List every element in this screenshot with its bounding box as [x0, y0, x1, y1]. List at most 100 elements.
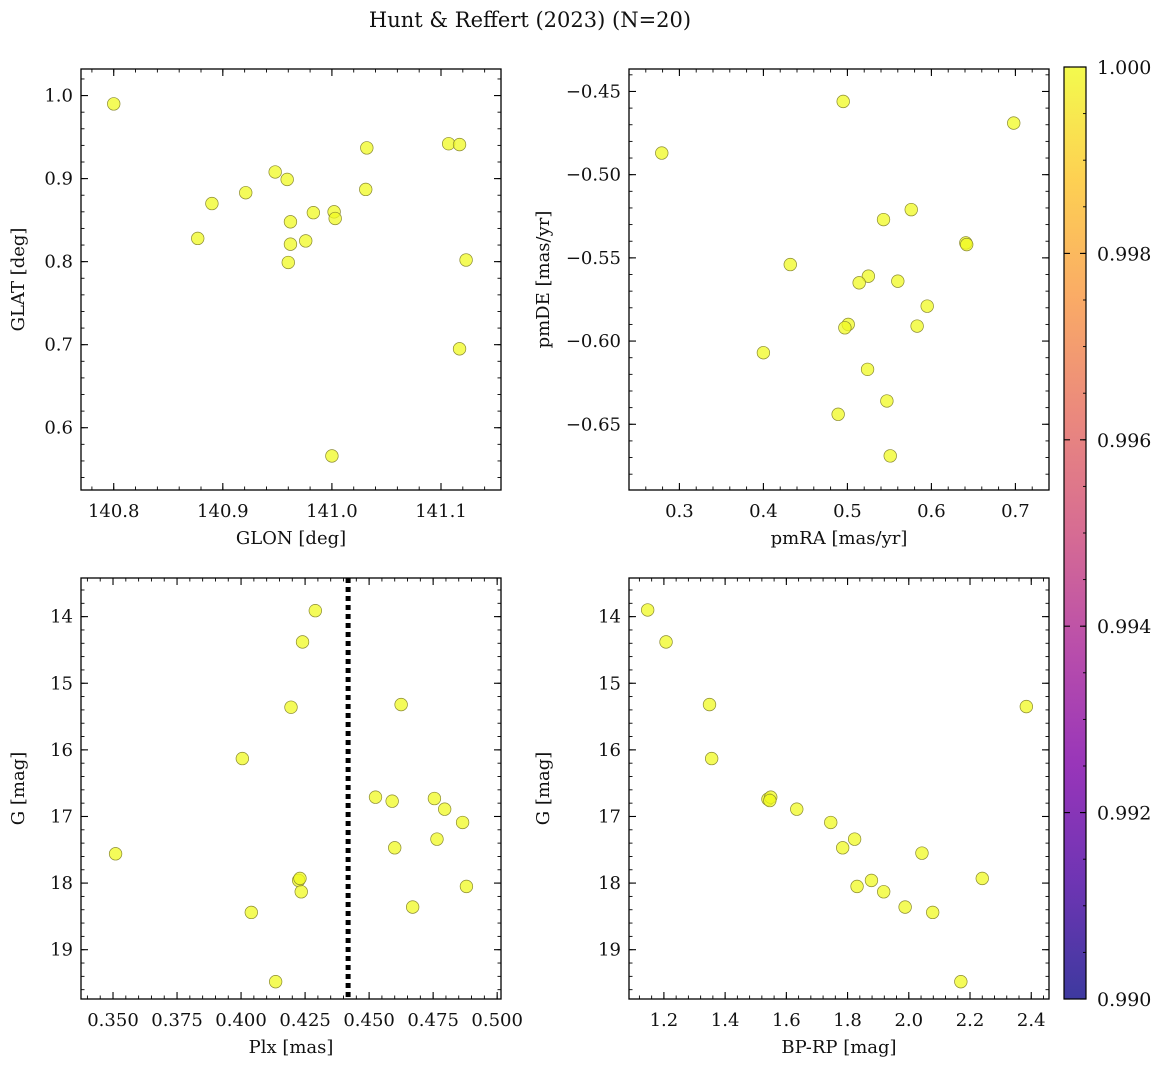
x-tick-label: 1.6: [772, 1010, 801, 1031]
data-point: [847, 832, 862, 846]
y-tick-label: 0.6: [44, 418, 73, 439]
y-tick-label: 16: [50, 740, 73, 761]
data-point: [452, 137, 467, 152]
data-point: [876, 212, 891, 227]
x-axis-label: BP-RP [mag]: [781, 1037, 896, 1058]
panel-pmra-pmde: 0.3 0.4 0.5 0.6 0.7 −0.65 −0.60 −0.55 −0.50 −0.45…: [533, 68, 1050, 549]
x-tick-label: 2.0: [894, 1010, 923, 1031]
data-point: [294, 885, 308, 899]
x-axis-label: Plx [mas]: [249, 1037, 334, 1058]
data-point: [235, 751, 249, 766]
axes-frame: [628, 68, 1050, 491]
data-point: [926, 905, 940, 920]
y-tick-label: −0.50: [566, 165, 621, 186]
data-point: [452, 342, 467, 356]
axes-frame: [80, 577, 502, 1000]
y-tick-label: 18: [598, 873, 621, 894]
data-point: [910, 319, 924, 333]
data-point: [459, 879, 474, 894]
colorbar-tick-label: 0.992: [1097, 803, 1151, 825]
y-tick-label: 16: [598, 740, 621, 761]
x-tick-label: 0.5: [833, 501, 862, 522]
x-tick-label: 141.1: [415, 501, 467, 522]
data-point: [284, 700, 298, 714]
y-tick-label: 0.7: [44, 335, 73, 356]
data-point: [205, 196, 219, 211]
data-point: [860, 362, 875, 377]
y-tick-label: 14: [50, 607, 73, 628]
data-point: [394, 697, 408, 712]
data-point: [239, 186, 253, 200]
x-tick-label: 141.0: [306, 501, 358, 522]
data-point: [891, 274, 905, 288]
data-point: [1019, 699, 1033, 714]
y-tick-label: 18: [50, 873, 73, 894]
y-tick-label: −0.65: [566, 414, 621, 435]
panel-plx-g: 0.350 0.375 0.400 0.425 0.450 0.475 0.500 14 15 1…: [8, 577, 523, 1058]
y-tick-label: −0.60: [566, 331, 621, 352]
y-axis-label: G [mag]: [8, 752, 29, 825]
data-point: [459, 253, 473, 267]
x-tick-label: 0.3: [665, 501, 694, 522]
data-point: [455, 815, 470, 830]
axes-frame: [80, 68, 502, 491]
y-tick-label: 0.8: [44, 252, 73, 273]
x-tick-label: 0.400: [215, 1010, 267, 1031]
data-point: [852, 276, 866, 290]
data-point: [1007, 116, 1021, 130]
data-point: [360, 141, 374, 155]
data-point: [954, 975, 968, 989]
data-point: [280, 172, 294, 187]
data-point: [359, 182, 373, 197]
data-point: [915, 846, 929, 860]
colorbar-tick-label: 0.994: [1097, 616, 1151, 638]
data-point: [438, 802, 452, 816]
y-tick-label: 0.9: [44, 169, 73, 190]
data-point: [790, 802, 804, 816]
x-tick-label: 1.2: [650, 1010, 679, 1031]
x-tick-label: 0.450: [343, 1010, 395, 1031]
data-point: [898, 900, 912, 914]
data-point: [295, 635, 310, 649]
y-tick-label: 15: [50, 673, 73, 694]
y-tick-label: 19: [598, 940, 621, 961]
data-point: [283, 237, 298, 251]
data-point: [328, 211, 342, 226]
data-point: [108, 847, 123, 861]
data-point: [268, 975, 283, 989]
data-point: [783, 257, 797, 272]
y-tick-label: −0.55: [566, 248, 621, 269]
data-point: [107, 97, 121, 111]
x-tick-label: 140.8: [88, 501, 140, 522]
panel-color-magnitude: 1.2 1.4 1.6 1.8 2.0 2.2 2.4 14 15 16 17 18 19 BP-RP […: [533, 577, 1050, 1058]
data-point: [306, 206, 321, 220]
data-point: [283, 215, 298, 229]
data-point: [824, 815, 838, 830]
colorbar-tick-label: 1.000: [1097, 57, 1151, 79]
x-tick-label: 1.4: [711, 1010, 740, 1031]
axes-frame: [628, 577, 1050, 1000]
data-point: [883, 449, 897, 463]
data-point: [702, 697, 717, 712]
colorbar-tick-label: 0.998: [1097, 243, 1151, 265]
data-point: [268, 165, 282, 179]
data-point: [659, 635, 673, 649]
y-tick-label: 17: [50, 806, 73, 827]
data-point: [904, 202, 918, 217]
y-tick-label: 17: [598, 806, 621, 827]
data-point: [831, 407, 845, 421]
y-tick-label: −0.45: [566, 81, 621, 102]
y-axis-label: pmDE [mas/yr]: [533, 211, 554, 349]
data-point: [836, 94, 850, 109]
data-point: [838, 321, 852, 335]
x-tick-label: 0.7: [1001, 501, 1030, 522]
x-tick-label: 1.8: [833, 1010, 862, 1031]
x-tick-label: 0.6: [917, 501, 946, 522]
data-point: [655, 146, 669, 160]
x-tick-label: 2.2: [956, 1010, 985, 1031]
data-point: [427, 791, 442, 806]
data-point: [325, 449, 339, 463]
x-tick-label: 0.500: [471, 1010, 523, 1031]
data-point: [864, 873, 879, 888]
